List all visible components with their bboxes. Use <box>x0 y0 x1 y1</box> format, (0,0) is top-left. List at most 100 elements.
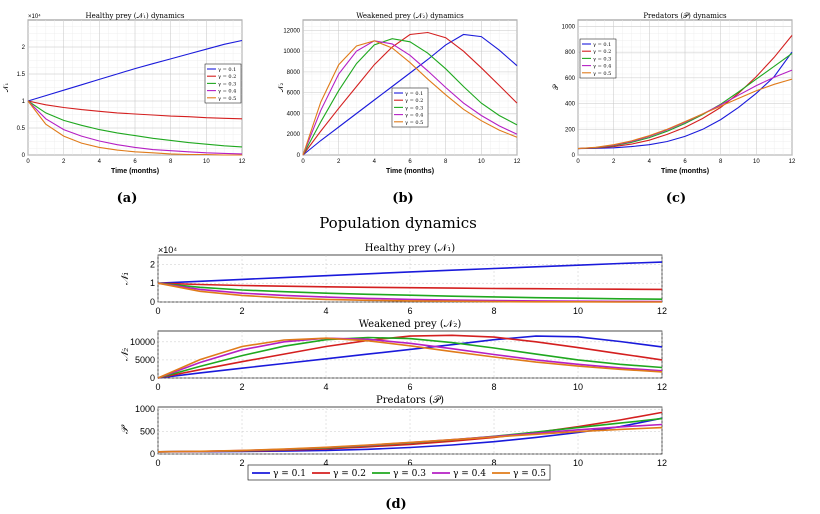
legend-label: γ = 0.5 <box>218 96 236 102</box>
caption-d: (d) <box>385 497 406 512</box>
x-tick-label: 4 <box>98 159 102 165</box>
series-line-0.1 <box>157 335 663 379</box>
x-tick-label: 6 <box>683 159 687 165</box>
x-tick-label: 2 <box>337 159 341 165</box>
series-line-0.4 <box>27 100 243 155</box>
y-tick-label: 1.5 <box>17 72 26 78</box>
y-axis-label: 𝒫 <box>120 424 131 434</box>
series-line-0.5 <box>157 282 662 303</box>
x-tick-label: 4 <box>323 306 328 316</box>
series-line-0.4 <box>157 337 663 379</box>
y-axis-label: 𝒩₂ <box>277 83 285 93</box>
y-tick-label: 2 <box>22 45 26 51</box>
x-tick-label: 2 <box>612 159 616 165</box>
y-tick-label: 5000 <box>135 355 155 365</box>
x-tick-label: 0 <box>155 458 160 468</box>
x-tick-label: 10 <box>573 458 583 468</box>
y-tick-label: 0 <box>297 153 301 159</box>
y-axis-label: 𝒫 <box>552 84 560 90</box>
y-tick-label: 0 <box>150 297 155 307</box>
chart-a: 0 2 4 6 8 10 12 0 0.5 1 1.5 2 ×10⁴ Healthy prey (𝒩₁) … <box>2 12 246 175</box>
y-tick-label: 1 <box>150 278 155 288</box>
x-tick-label: 8 <box>719 159 723 165</box>
x-tick-label: 6 <box>133 159 137 165</box>
series-line-0.3 <box>157 336 663 379</box>
legend-label: γ = 0.3 <box>593 56 611 62</box>
series-line-0.5 <box>577 78 793 150</box>
x-tick-label: 10 <box>753 159 760 165</box>
legend-label: γ = 0.1 <box>593 42 611 48</box>
series-line-0.5 <box>157 337 663 379</box>
chart-c: 0 2 4 6 8 10 12 0 200 400 600 800 1000 Predators (𝒫) … <box>552 12 796 175</box>
x-tick-label: 12 <box>514 159 521 165</box>
y-tick-label: 400 <box>565 102 576 108</box>
legend-box <box>247 464 551 481</box>
y-tick-label: 0 <box>150 449 155 459</box>
x-tick-label: 8 <box>169 159 173 165</box>
y-tick-label: 2000 <box>287 132 301 138</box>
x-tick-label: 12 <box>657 458 667 468</box>
y-tick-label: 4000 <box>287 111 301 117</box>
legend-label: γ = 0.4 <box>405 113 423 119</box>
x-tick-label: 10 <box>573 382 583 392</box>
x-tick-label: 6 <box>408 159 412 165</box>
caption-c: (c) <box>666 191 686 206</box>
y-tick-label: 200 <box>565 127 576 133</box>
legend-label: γ = 0.2 <box>218 74 236 80</box>
y-tick-label: 800 <box>565 50 576 56</box>
legend-label: γ = 0.5 <box>405 120 423 126</box>
legend-label: γ = 0.5 <box>593 71 611 77</box>
series-line-0.1 <box>157 261 663 284</box>
x-tick-label: 8 <box>491 306 496 316</box>
legend-label: γ = 0.3 <box>393 469 426 479</box>
y-tick-label: 12000 <box>283 28 300 34</box>
x-tick-label: 2 <box>239 382 244 392</box>
x-axis-label: Time (months) <box>111 168 159 175</box>
plot-title: Healthy prey (𝒩₁) <box>365 243 456 254</box>
legend-label: γ = 0.4 <box>453 469 486 479</box>
y-tick-label: 0 <box>150 373 155 383</box>
x-axis-label: Time (months) <box>661 168 709 175</box>
series-line-0.3 <box>27 100 243 148</box>
legend-label: γ = 0.2 <box>405 98 423 104</box>
x-tick-label: 2 <box>239 458 244 468</box>
x-tick-label: 0 <box>155 306 160 316</box>
legend-label: γ = 0.1 <box>273 469 306 479</box>
x-tick-label: 12 <box>657 382 667 392</box>
x-tick-label: 4 <box>323 458 328 468</box>
y-tick-label: 0.5 <box>17 126 26 132</box>
plot-title: Predators (𝒫) <box>376 395 444 406</box>
x-tick-label: 0 <box>26 159 30 165</box>
plot-title: Weakened prey (𝒩₂) dynamics <box>356 12 464 20</box>
y-tick-label: 500 <box>140 427 155 437</box>
series-line-0.2 <box>27 100 243 120</box>
legend-label: γ = 0.3 <box>405 105 423 111</box>
x-tick-label: 8 <box>491 458 496 468</box>
x-axis-label: Time (months) <box>386 168 434 175</box>
y-tick-label: 6000 <box>287 91 301 97</box>
legend-label: γ = 0.1 <box>405 91 423 97</box>
y-axis-label: 𝒩₂ <box>120 348 131 362</box>
x-tick-label: 12 <box>657 306 667 316</box>
series-line-0.2 <box>577 35 793 150</box>
x-tick-label: 8 <box>444 159 448 165</box>
legend-label: γ = 0.4 <box>218 89 236 95</box>
series-line-0.4 <box>302 40 518 156</box>
x-tick-label: 2 <box>62 159 66 165</box>
x-tick-label: 12 <box>789 159 796 165</box>
series-line-0.2 <box>157 334 663 379</box>
y-tick-label: 0 <box>572 153 576 159</box>
figure-title: Population dynamics <box>319 214 477 232</box>
caption-a: (a) <box>117 191 138 206</box>
series-line-0.5 <box>27 100 242 156</box>
x-tick-label: 0 <box>155 382 160 392</box>
x-tick-label: 6 <box>407 306 412 316</box>
x-tick-label: 10 <box>573 306 583 316</box>
y-tick-label: 1000 <box>135 404 155 414</box>
x-tick-label: 6 <box>407 382 412 392</box>
y-exponent-label: ×10⁴ <box>158 245 177 255</box>
x-tick-label: 4 <box>648 159 652 165</box>
legend-label: γ = 0.2 <box>593 49 611 55</box>
x-tick-label: 10 <box>203 159 210 165</box>
